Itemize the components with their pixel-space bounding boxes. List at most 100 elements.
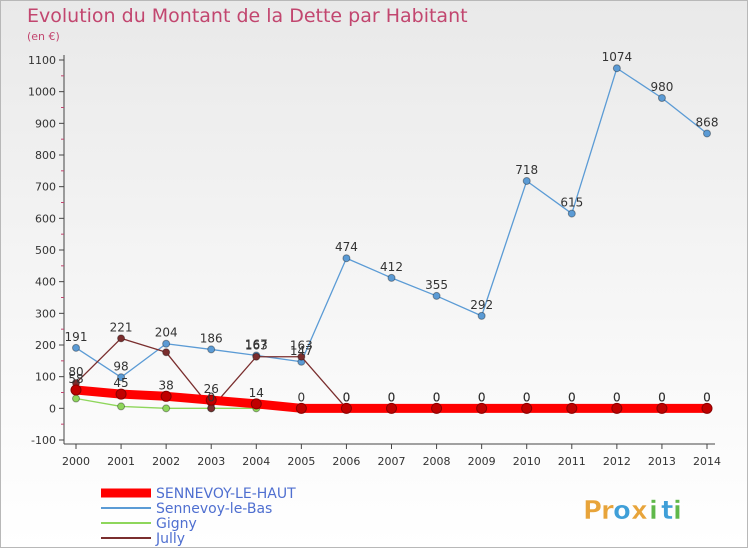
data-point bbox=[432, 291, 441, 300]
logo-letter: i bbox=[673, 496, 682, 526]
data-point bbox=[252, 352, 261, 361]
data-label: 292 bbox=[470, 298, 493, 312]
data-point bbox=[476, 402, 488, 414]
data-label: 0 bbox=[568, 390, 576, 404]
x-tick-label: 2005 bbox=[287, 455, 315, 468]
data-label: 0 bbox=[388, 390, 396, 404]
data-point bbox=[205, 394, 217, 406]
data-label: 26 bbox=[204, 382, 219, 396]
data-label: 167 bbox=[245, 337, 268, 351]
data-label: 0 bbox=[658, 390, 666, 404]
unit-label: (en €) bbox=[27, 30, 60, 43]
y-tick-label: 200 bbox=[35, 339, 56, 352]
data-point bbox=[703, 129, 711, 138]
data-point bbox=[611, 402, 623, 414]
data-label: 0 bbox=[343, 390, 351, 404]
data-label: 0 bbox=[433, 390, 441, 404]
x-tick-label: 2000 bbox=[62, 455, 90, 468]
x-tick-label: 2009 bbox=[468, 455, 496, 468]
legend-label: SENNEVOY-LE-HAUT bbox=[156, 486, 296, 502]
y-tick-label: 100 bbox=[35, 371, 56, 384]
data-point bbox=[160, 390, 172, 402]
legend-label: Gigny bbox=[156, 516, 197, 532]
data-label: 98 bbox=[113, 359, 128, 373]
x-tick-label: 2010 bbox=[513, 455, 541, 468]
x-tick-label: 2001 bbox=[107, 455, 135, 468]
logo-letter: P bbox=[583, 496, 602, 526]
data-point bbox=[297, 352, 306, 361]
data-label: 0 bbox=[478, 390, 486, 404]
logo-letter: r bbox=[601, 496, 614, 526]
data-point bbox=[117, 373, 126, 382]
data-point bbox=[521, 402, 533, 414]
data-label: 80 bbox=[68, 365, 83, 379]
data-label: 412 bbox=[380, 260, 403, 274]
data-point bbox=[656, 402, 668, 414]
y-tick-label: 400 bbox=[35, 276, 56, 289]
data-label: 0 bbox=[658, 390, 666, 404]
y-tick-label: 1000 bbox=[28, 86, 56, 99]
data-point bbox=[162, 339, 171, 348]
data-point bbox=[477, 311, 486, 320]
x-tick-label: 2014 bbox=[693, 455, 721, 468]
data-label: 147 bbox=[290, 344, 313, 358]
data-point bbox=[431, 402, 443, 414]
data-point bbox=[70, 384, 82, 396]
data-point bbox=[162, 348, 171, 357]
data-label: 0 bbox=[523, 390, 531, 404]
logo-letter: o bbox=[613, 496, 631, 526]
data-label: 718 bbox=[515, 163, 538, 177]
data-point bbox=[701, 402, 713, 414]
data-label: 0 bbox=[433, 390, 441, 404]
data-label: 0 bbox=[568, 390, 576, 404]
data-label: 163 bbox=[290, 339, 313, 353]
x-tick-label: 2008 bbox=[423, 455, 451, 468]
data-label: 191 bbox=[65, 330, 88, 344]
logo-letter: x bbox=[631, 496, 648, 526]
x-tick-label: 2007 bbox=[378, 455, 406, 468]
chart-title: Evolution du Montant de la Dette par Hab… bbox=[27, 5, 468, 27]
x-tick-label: 2013 bbox=[648, 455, 676, 468]
data-label: 0 bbox=[388, 390, 396, 404]
x-tick-label: 2012 bbox=[603, 455, 631, 468]
legend-label: Jully bbox=[155, 531, 185, 547]
x-tick-label: 2004 bbox=[242, 455, 270, 468]
data-label: 0 bbox=[298, 390, 306, 404]
data-label: 0 bbox=[478, 390, 486, 404]
data-label: 980 bbox=[650, 80, 673, 94]
data-point bbox=[342, 254, 351, 263]
y-tick-label: 800 bbox=[35, 149, 56, 162]
logo-letter: i bbox=[649, 496, 658, 526]
data-label: 186 bbox=[200, 331, 223, 345]
data-point bbox=[387, 273, 396, 282]
data-label: 0 bbox=[703, 390, 711, 404]
data-label: 221 bbox=[110, 320, 133, 334]
data-label: 0 bbox=[343, 390, 351, 404]
data-label: 14 bbox=[249, 386, 264, 400]
data-point bbox=[72, 343, 80, 352]
data-label: 45 bbox=[113, 376, 128, 390]
data-point bbox=[207, 345, 216, 354]
data-point bbox=[115, 388, 127, 400]
data-label: 868 bbox=[696, 115, 719, 129]
x-tick-label: 2002 bbox=[152, 455, 180, 468]
y-tick-label: 900 bbox=[35, 117, 56, 130]
data-label: 204 bbox=[155, 326, 178, 340]
y-tick-label: -100 bbox=[31, 434, 56, 447]
data-point bbox=[117, 334, 126, 343]
y-tick-label: 700 bbox=[35, 181, 56, 194]
x-tick-label: 2011 bbox=[558, 455, 586, 468]
data-label: 58 bbox=[68, 372, 83, 386]
logo-letter: t bbox=[661, 496, 673, 526]
data-label: 355 bbox=[425, 278, 448, 292]
y-tick-label: 500 bbox=[35, 244, 56, 257]
data-point bbox=[340, 402, 352, 414]
data-label: 38 bbox=[159, 378, 174, 392]
data-label: 0 bbox=[207, 390, 215, 404]
data-label: 0 bbox=[613, 390, 621, 404]
data-point bbox=[250, 398, 262, 410]
x-tick-label: 2003 bbox=[197, 455, 225, 468]
data-point bbox=[567, 209, 576, 218]
